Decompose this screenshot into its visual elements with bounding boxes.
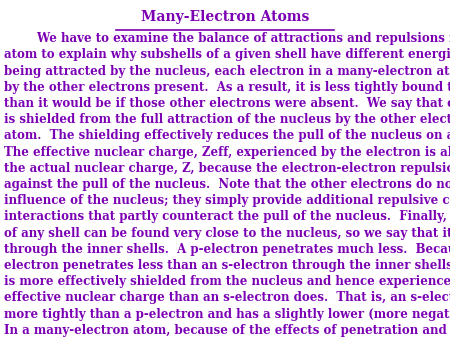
Text: We have to examine the balance of attractions and repulsions in the
atom to expl: We have to examine the balance of attrac… (4, 32, 450, 338)
Text: Many-Electron Atoms: Many-Electron Atoms (141, 10, 309, 24)
